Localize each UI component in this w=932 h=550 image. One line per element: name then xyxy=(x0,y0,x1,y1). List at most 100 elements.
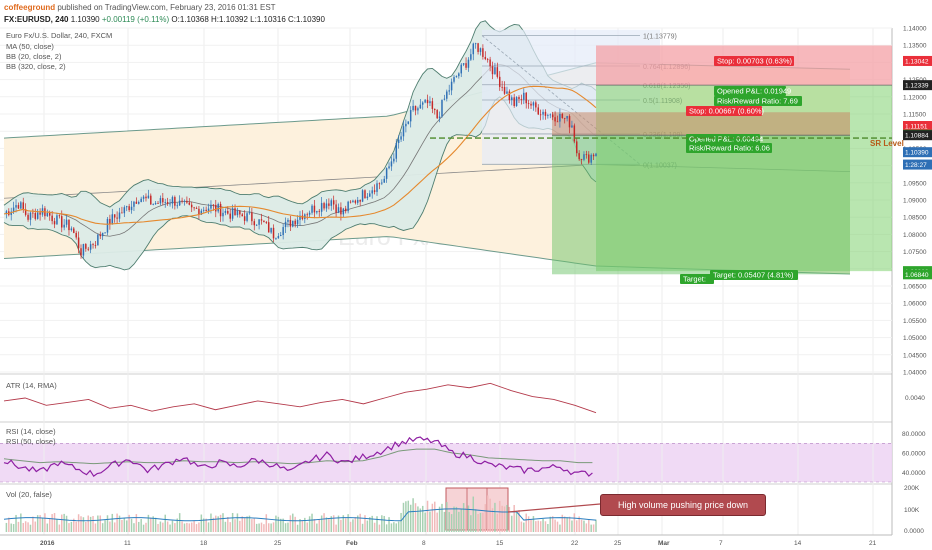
volume-bar xyxy=(484,504,487,532)
candle-body xyxy=(515,97,518,107)
volume-bar xyxy=(77,514,80,532)
volume-bar xyxy=(265,514,268,532)
legend-rsi50[interactable]: RSI (50, close) xyxy=(6,437,56,446)
volume-bar xyxy=(556,521,559,532)
candle-body xyxy=(190,204,193,208)
candle-body xyxy=(453,77,455,82)
volume-bar xyxy=(561,514,564,532)
volume-bar xyxy=(479,512,482,532)
candle-body xyxy=(195,208,198,210)
volume-bar xyxy=(101,523,104,532)
candle-body xyxy=(520,99,523,100)
candle-body xyxy=(441,99,443,117)
volume-bar xyxy=(525,513,527,532)
candle-body xyxy=(222,212,224,217)
volume-bar xyxy=(109,521,111,532)
candle-body xyxy=(460,64,462,74)
published-text: published on TradingView.com, February 2… xyxy=(57,3,276,12)
legend-atr[interactable]: ATR (14, RMA) xyxy=(6,381,57,390)
volume-bar xyxy=(542,518,544,532)
candle-body xyxy=(559,113,561,122)
candle-body xyxy=(390,161,393,167)
author-name[interactable]: coffeeground xyxy=(4,3,56,12)
candle-body xyxy=(337,207,340,213)
volume-bar xyxy=(140,519,142,532)
volume-bar xyxy=(75,521,77,532)
candle-body xyxy=(434,108,436,111)
candle-body xyxy=(277,235,280,239)
volume-bar xyxy=(17,521,20,532)
volume-bar xyxy=(157,523,159,532)
volume-y-label: 200K xyxy=(904,485,920,492)
volume-bar xyxy=(239,520,241,532)
candle-body xyxy=(29,212,32,220)
volume-bar xyxy=(313,518,316,532)
position2-stop-zone xyxy=(552,112,850,136)
volume-bar xyxy=(183,523,186,532)
candle-body xyxy=(106,218,109,233)
candle-body xyxy=(426,99,429,104)
volume-bar xyxy=(275,515,277,532)
candle-body xyxy=(513,97,515,107)
price-tag-bg xyxy=(903,121,932,132)
volume-bar xyxy=(592,524,595,532)
candle-body xyxy=(292,220,294,227)
x-tick-label: 8 xyxy=(422,540,426,547)
volume-bar xyxy=(15,514,17,532)
volume-bar xyxy=(424,512,426,532)
volume-bar xyxy=(135,514,138,532)
y-tick-label: 1.09000 xyxy=(903,198,927,205)
candle-body xyxy=(523,92,525,100)
volume-bar xyxy=(118,515,121,532)
volume-bar xyxy=(51,514,53,532)
volume-bar xyxy=(393,522,395,532)
position1-target-label-bg xyxy=(710,270,798,280)
candle-body xyxy=(568,116,571,128)
candle-body xyxy=(142,196,145,199)
legend-rsi14[interactable]: RSI (14, close) xyxy=(6,427,56,436)
candle-body xyxy=(482,48,484,57)
volume-bar xyxy=(227,517,229,532)
legend-volume[interactable]: Vol (20, false) xyxy=(6,490,52,499)
legend-bb20[interactable]: BB (20, close, 2) xyxy=(6,52,62,61)
volume-bar xyxy=(340,519,342,532)
candle-body xyxy=(325,203,328,209)
candle-body xyxy=(92,244,94,246)
candle-body xyxy=(89,244,92,250)
candle-body xyxy=(186,200,188,203)
candle-body xyxy=(166,202,169,204)
position1-rr-label: Risk/Reward Ratio: 7.69 xyxy=(717,97,798,106)
candle-body xyxy=(508,91,511,101)
volume-bar xyxy=(306,522,308,532)
candle-body xyxy=(152,204,154,205)
candle-body xyxy=(99,234,102,237)
volume-bar xyxy=(272,522,275,532)
candle-body xyxy=(530,103,532,106)
volume-bar xyxy=(467,505,470,532)
volume-bar xyxy=(87,515,89,532)
volume-bar xyxy=(280,518,282,532)
candle-body xyxy=(202,209,205,211)
y-tick-label: 1.04500 xyxy=(903,352,927,359)
rsi14-line xyxy=(3,436,593,477)
volume-bar xyxy=(563,516,566,532)
candle-body xyxy=(280,235,282,236)
x-tick-label: 15 xyxy=(496,540,504,547)
legend-bb320[interactable]: BB (320, close, 2) xyxy=(6,62,66,71)
volume-bar xyxy=(207,522,210,532)
candle-body xyxy=(97,234,99,246)
candle-body xyxy=(397,139,400,144)
legend-ma[interactable]: MA (50, close) xyxy=(6,42,54,51)
volume-bar xyxy=(515,510,518,532)
candle-body xyxy=(12,207,15,212)
volume-bar xyxy=(255,523,258,532)
candle-body xyxy=(48,213,51,216)
candle-body xyxy=(246,213,248,221)
candle-body xyxy=(547,115,549,116)
volume-bar xyxy=(234,519,236,532)
candle-body xyxy=(378,183,381,185)
volume-annotation[interactable]: High volume pushing price down xyxy=(600,494,766,516)
volume-bar xyxy=(407,500,410,532)
volume-bar xyxy=(125,520,128,532)
candle-body xyxy=(241,214,243,217)
